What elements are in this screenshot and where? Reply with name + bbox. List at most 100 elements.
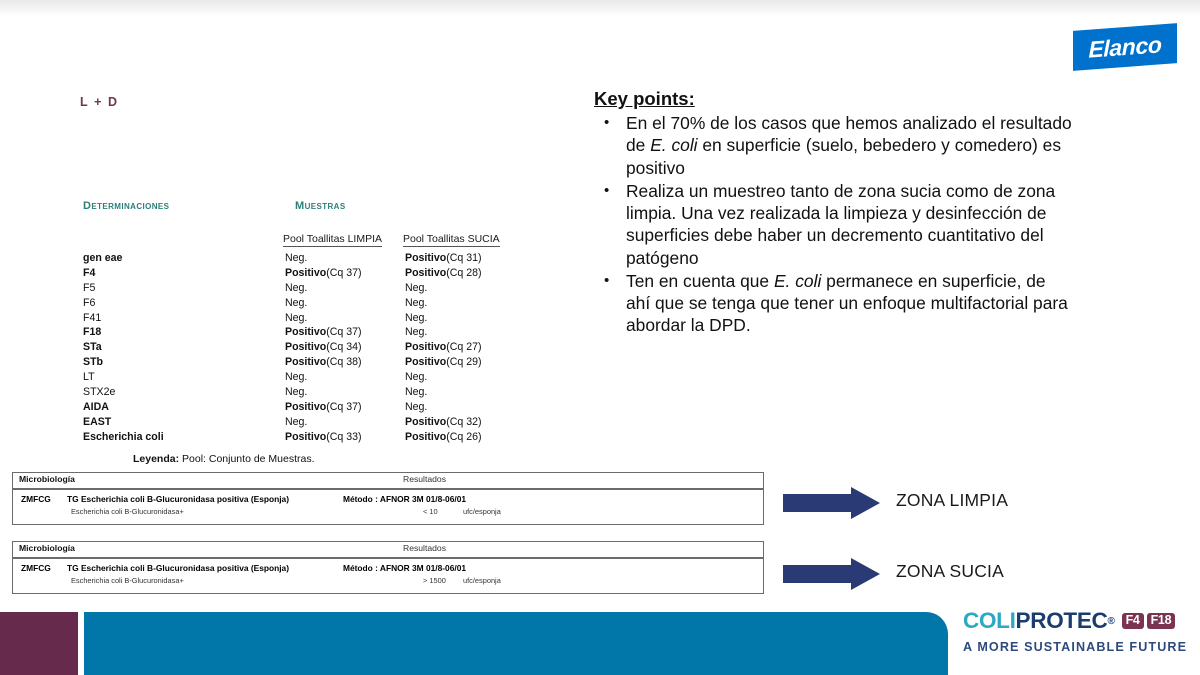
key-points-title: Key points: [594,88,695,109]
table-row: STa Positivo(Cq 34) Positivo(Cq 27) [83,341,543,356]
cell-result-limpia: Neg. [285,415,308,428]
legend-label: Leyenda: [133,453,180,465]
cell-result-limpia: Neg. [285,281,308,294]
cell-result-sucia: Positivo(Cq 32) [405,415,482,428]
cell-result-limpia: Positivo(Cq 37) [285,326,362,339]
table-row: F6 Neg. Neg. [83,297,543,312]
cell-result-limpia: Neg. [285,311,308,324]
table-row: Escherichia coli Positivo(Cq 33) Positivo(… [83,431,543,446]
elanco-logo-text: Elanco [1088,30,1162,63]
cell-result-limpia: Neg. [285,252,308,264]
cell-result-sucia: Neg. [405,311,428,324]
lab-header-resultados: Resultados [403,474,446,484]
coliprotec-part-protec: PROTEC [1015,608,1108,633]
lab-report-row: ZMFCG TG Escherichia coli B-Glucuronidas… [13,559,763,593]
column-header-sucia: Pool Toallitas SUCIA [403,233,500,247]
cell-result-sucia: Positivo(Cq 27) [405,341,482,354]
lab-row-description: TG Escherichia coli B-Glucuronidasa posi… [67,494,289,504]
lab-report-header: Microbiología Resultados [13,473,763,490]
cell-determination-name: F4 [83,266,96,279]
key-point-text: Ten en cuenta que E. coli permanece en s… [626,270,1068,336]
lab-row-sub-description: Escherichia coli B-Glucuronidasa+ [71,576,184,585]
table-row: LT Neg. Neg. [83,371,543,386]
cell-determination-name: Escherichia coli [83,430,164,443]
bullet-icon: • [604,271,610,289]
lab-row-value: > 1500 [423,576,446,585]
cell-result-sucia: Neg. [405,281,428,294]
cell-result-sucia: Neg. [405,326,428,339]
lab-row-code: ZMFCG [21,563,51,573]
cell-result-limpia: Neg. [285,296,308,309]
coliprotec-logo: COLI PROTEC ® F4 F18 A MORE SUSTAINABLE FU… [963,608,1193,654]
key-points-list: • En el 70% de los casos que hemos analiz… [594,112,1074,337]
lab-report-table-sucia: Microbiología Resultados ZMFCG TG Escher… [12,541,764,594]
cell-determination-name: F5 [83,281,96,294]
cell-determination-name: F41 [83,311,102,324]
cell-determination-name: STb [83,356,104,369]
cell-result-sucia: Neg. [405,400,428,413]
zone-label-sucia: ZONA SUCIA [896,561,1004,581]
lab-row-value: < 10 [423,507,438,516]
bullet-icon: • [604,181,610,199]
lab-row-code: ZMFCG [21,494,51,504]
coliprotec-wordmark: COLI PROTEC ® F4 F18 [963,608,1193,634]
bullet-icon: • [604,114,610,131]
coliprotec-badge-f4: F4 [1121,612,1144,630]
cell-determination-name: F18 [83,326,102,339]
table-row: STb Positivo(Cq 38) Positivo(Cq 29) [83,356,543,371]
cell-result-limpia: Positivo(Cq 37) [285,266,362,279]
table-row: EAST Neg. Positivo(Cq 32) [83,416,543,431]
table-row: STX2e Neg. Neg. [83,386,543,401]
footer-bar-teal [84,612,948,675]
cell-determination-name: F6 [83,296,96,309]
cell-determination-name: LT [83,371,95,384]
lab-row-unit: ufc/esponja [463,576,501,585]
table-row: AIDA Positivo(Cq 37) Neg. [83,401,543,416]
cell-result-sucia: Neg. [405,386,428,399]
lab-report-table-limpia: Microbiología Resultados ZMFCG TG Escher… [12,472,764,525]
section-title: L + D [80,95,119,109]
determinations-table-headers: Determinaciones Muestras [83,200,543,226]
zone-label-limpia: ZONA LIMPIA [896,490,1009,510]
key-point-text: Realiza un muestreo tanto de zona sucia … [626,180,1056,268]
top-gradient-band [0,0,1200,16]
coliprotec-badge-f18: F18 [1146,612,1176,630]
arrow-right-icon [783,558,880,590]
lab-row-method: Método : AFNOR 3M 01/8-06/01 [343,563,467,573]
cell-result-sucia: Neg. [405,296,428,309]
table-row: gen eae Neg. Positivo(Cq 31) [83,252,543,267]
table-row: F4 Positivo(Cq 37) Positivo(Cq 28) [83,267,543,282]
determinations-table: Determinaciones Muestras Pool Toallitas … [83,200,543,443]
coliprotec-tagline: A MORE SUSTAINABLE FUTURE [963,640,1188,654]
key-point-item: • Ten en cuenta que E. coli permanece en … [594,270,1074,337]
cell-result-limpia: Neg. [285,371,308,384]
cell-determination-name: gen eae [83,252,123,264]
key-point-text: En el 70% de los casos que hemos analiza… [626,113,1072,178]
determinations-rows: gen eae Neg. Positivo(Cq 31) F4 Positivo(Cq … [83,252,543,446]
arrow-right-icon [783,487,880,519]
lab-header-resultados: Resultados [403,543,446,553]
cell-result-sucia: Positivo(Cq 29) [405,356,482,369]
registered-mark-icon: ® [1107,615,1115,627]
cell-result-sucia: Positivo(Cq 26) [405,430,482,443]
lab-row-method: Método : AFNOR 3M 01/8-06/01 [343,494,467,504]
key-point-item: • Realiza un muestreo tanto de zona sucia… [594,180,1074,269]
cell-determination-name: EAST [83,415,112,428]
table-row: F5 Neg. Neg. [83,282,543,297]
cell-result-sucia: Neg. [405,371,428,384]
table-row: F18 Positivo(Cq 37) Neg. [83,326,543,341]
coliprotec-part-coli: COLI [963,608,1016,633]
lab-header-microbiologia: Microbiología [19,543,75,553]
cell-determination-name: STX2e [83,386,116,399]
key-point-item: • En el 70% de los casos que hemos analiz… [594,112,1074,179]
footer-bar-maroon [0,612,78,675]
determinations-column-headers: Pool Toallitas LIMPIA Pool Toallitas SUC… [283,233,583,249]
cell-determination-name: STa [83,341,102,354]
cell-result-limpia: Neg. [285,386,308,399]
key-points-panel: Key points: • En el 70% de los casos que … [594,88,1074,338]
lab-row-unit: ufc/esponja [463,507,501,516]
lab-row-sub-description: Escherichia coli B-Glucuronidasa+ [71,507,184,516]
cell-result-limpia: Positivo(Cq 34) [285,341,362,354]
header-muestras: Muestras [295,200,346,212]
